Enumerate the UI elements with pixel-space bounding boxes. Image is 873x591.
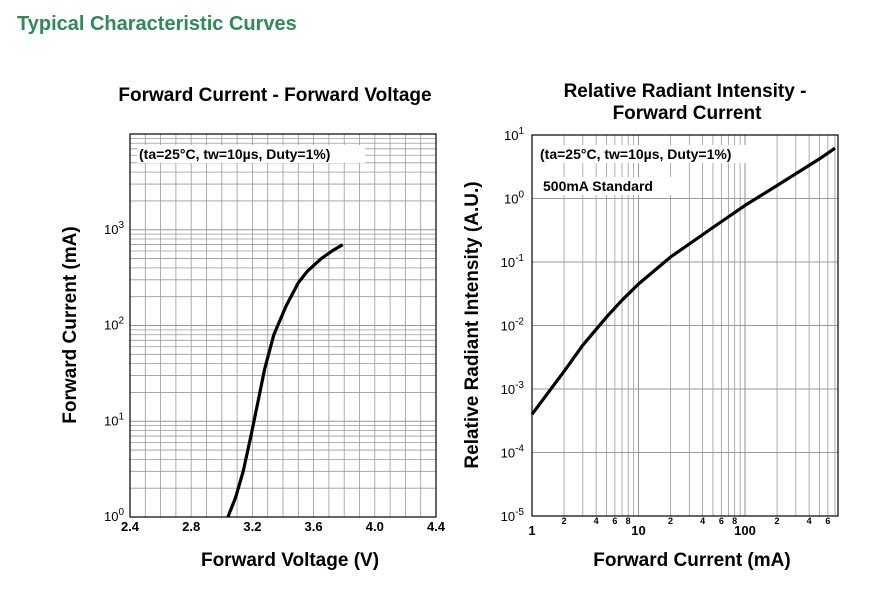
chart1-x-tick-label: 4.4 [427,519,446,534]
chart1-x-tick-label: 2.8 [182,519,200,534]
chart2-x-tick-label-minor: 4 [807,516,812,526]
chart2-y-tick-label: 10-4 [501,444,525,461]
chart-relative-radiant-intensity: Relative Radiant Intensity - Forward Cur… [462,81,839,571]
chart2-y-tick-label: 10-3 [501,380,525,397]
chart2-x-tick-label-minor: 2 [562,516,567,526]
chart1-y-tick-labels: 100 101 102 103 [104,220,124,524]
chart1-x-tick-labels: 2.4 2.8 3.2 3.6 4.0 4.4 [121,519,446,534]
chart1-x-tick-label: 3.6 [305,519,323,534]
chart2-annotation2-bg [541,177,676,195]
chart1-grid [130,134,436,517]
chart1-y-axis-label: Forward Current (mA) [60,226,81,423]
chart2-y-tick-label: 100 [504,190,524,207]
chart2-series-line [530,146,836,416]
chart2-x-tick-label-major: 10 [631,523,645,538]
chart1-annotation-bg [137,145,365,163]
chart2-annotation2: 500mA Standard [543,178,653,194]
chart2-title-line2: Forward Current [613,103,763,124]
chart1-y-tick-label: 103 [104,220,124,237]
chart2-y-tick-labels: 101 100 10-1 10-2 10-3 10-4 10-5 [501,126,525,524]
chart1-title: Forward Current - Forward Voltage [118,85,431,106]
chart1-x-tick-label: 4.0 [366,519,384,534]
chart1-y-tick-label: 100 [104,507,124,524]
chart2-y-tick-label: 10-1 [501,253,525,270]
chart2-y-tick-label: 10-5 [501,507,525,524]
chart2-y-axis-label: Relative Radiant Intensity (A.U.) [462,181,483,468]
chart2-frame [531,134,839,517]
page-title: Typical Characteristic Curves [17,13,297,35]
chart2-y-tick-label: 101 [504,126,524,143]
chart2-x-axis-label: Forward Current (mA) [593,550,790,571]
chart2-annotation-bg [538,145,770,163]
chart1-y-tick-label: 102 [104,316,124,333]
chart2-x-tick-label-minor: 8 [626,516,631,526]
chart1-x-tick-label: 2.4 [121,519,140,534]
chart2-x-tick-label-minor: 6 [612,516,617,526]
chart2-x-tick-label-minor: 2 [668,516,673,526]
chart1-frame [129,133,437,518]
chart1-series-line [226,243,344,518]
chart2-x-tick-label-major: 1 [528,523,535,538]
chart2-x-tick-label-minor: 2 [775,516,780,526]
chart1-x-tick-label: 3.2 [243,519,261,534]
chart2-x-tick-label-minor: 6 [825,516,830,526]
chart2-grid [532,135,838,516]
chart2-title-line1: Relative Radiant Intensity - [564,81,807,102]
chart-forward-current-voltage: Forward Current - Forward Voltage (ta=25… [60,85,446,571]
chart2-annotation: (ta=25°C, tw=10µs, Duty=1%) [540,146,731,162]
chart2-y-tick-label: 10-2 [501,317,525,334]
chart2-x-tick-label-minor: 4 [594,516,599,526]
chart2-x-tick-label-major: 100 [734,523,756,538]
chart1-annotation: (ta=25°C, tw=10µs, Duty=1%) [139,146,330,162]
chart1-y-tick-label: 101 [104,411,124,428]
chart2-x-tick-label-minor: 6 [719,516,724,526]
chart2-x-tick-label-minor: 8 [732,516,737,526]
chart1-x-axis-label: Forward Voltage (V) [201,550,379,571]
chart2-x-tick-label-minor: 4 [700,516,705,526]
